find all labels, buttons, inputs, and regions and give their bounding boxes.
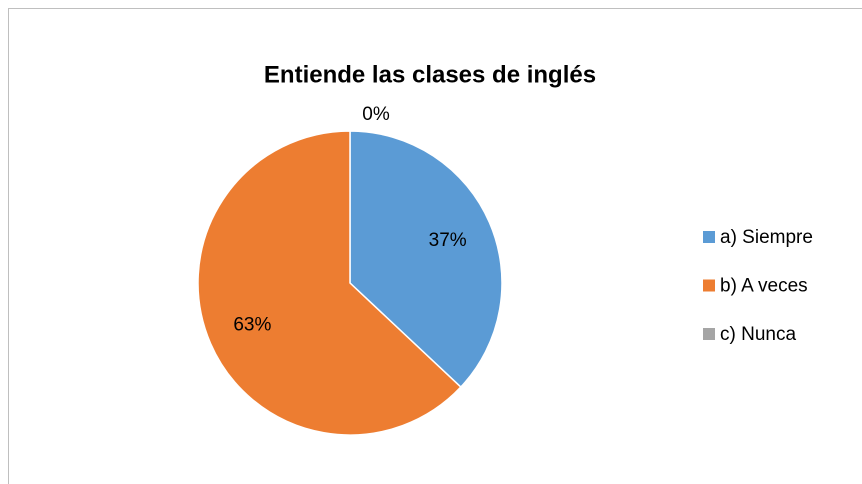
legend-label: c) Nunca <box>720 324 796 345</box>
legend-label: b) A veces <box>720 276 808 297</box>
pie-slice <box>197 130 462 436</box>
data-label: 37% <box>429 230 467 251</box>
data-label: 0% <box>362 104 390 125</box>
legend-swatch <box>703 231 715 243</box>
legend-swatch <box>703 328 715 340</box>
pie-slice <box>349 130 503 389</box>
legend-swatch <box>703 279 715 292</box>
legend-label: a) Siempre <box>720 227 813 248</box>
chart-title: Entiende las clases de inglés <box>264 61 596 88</box>
data-label: 63% <box>233 314 271 335</box>
